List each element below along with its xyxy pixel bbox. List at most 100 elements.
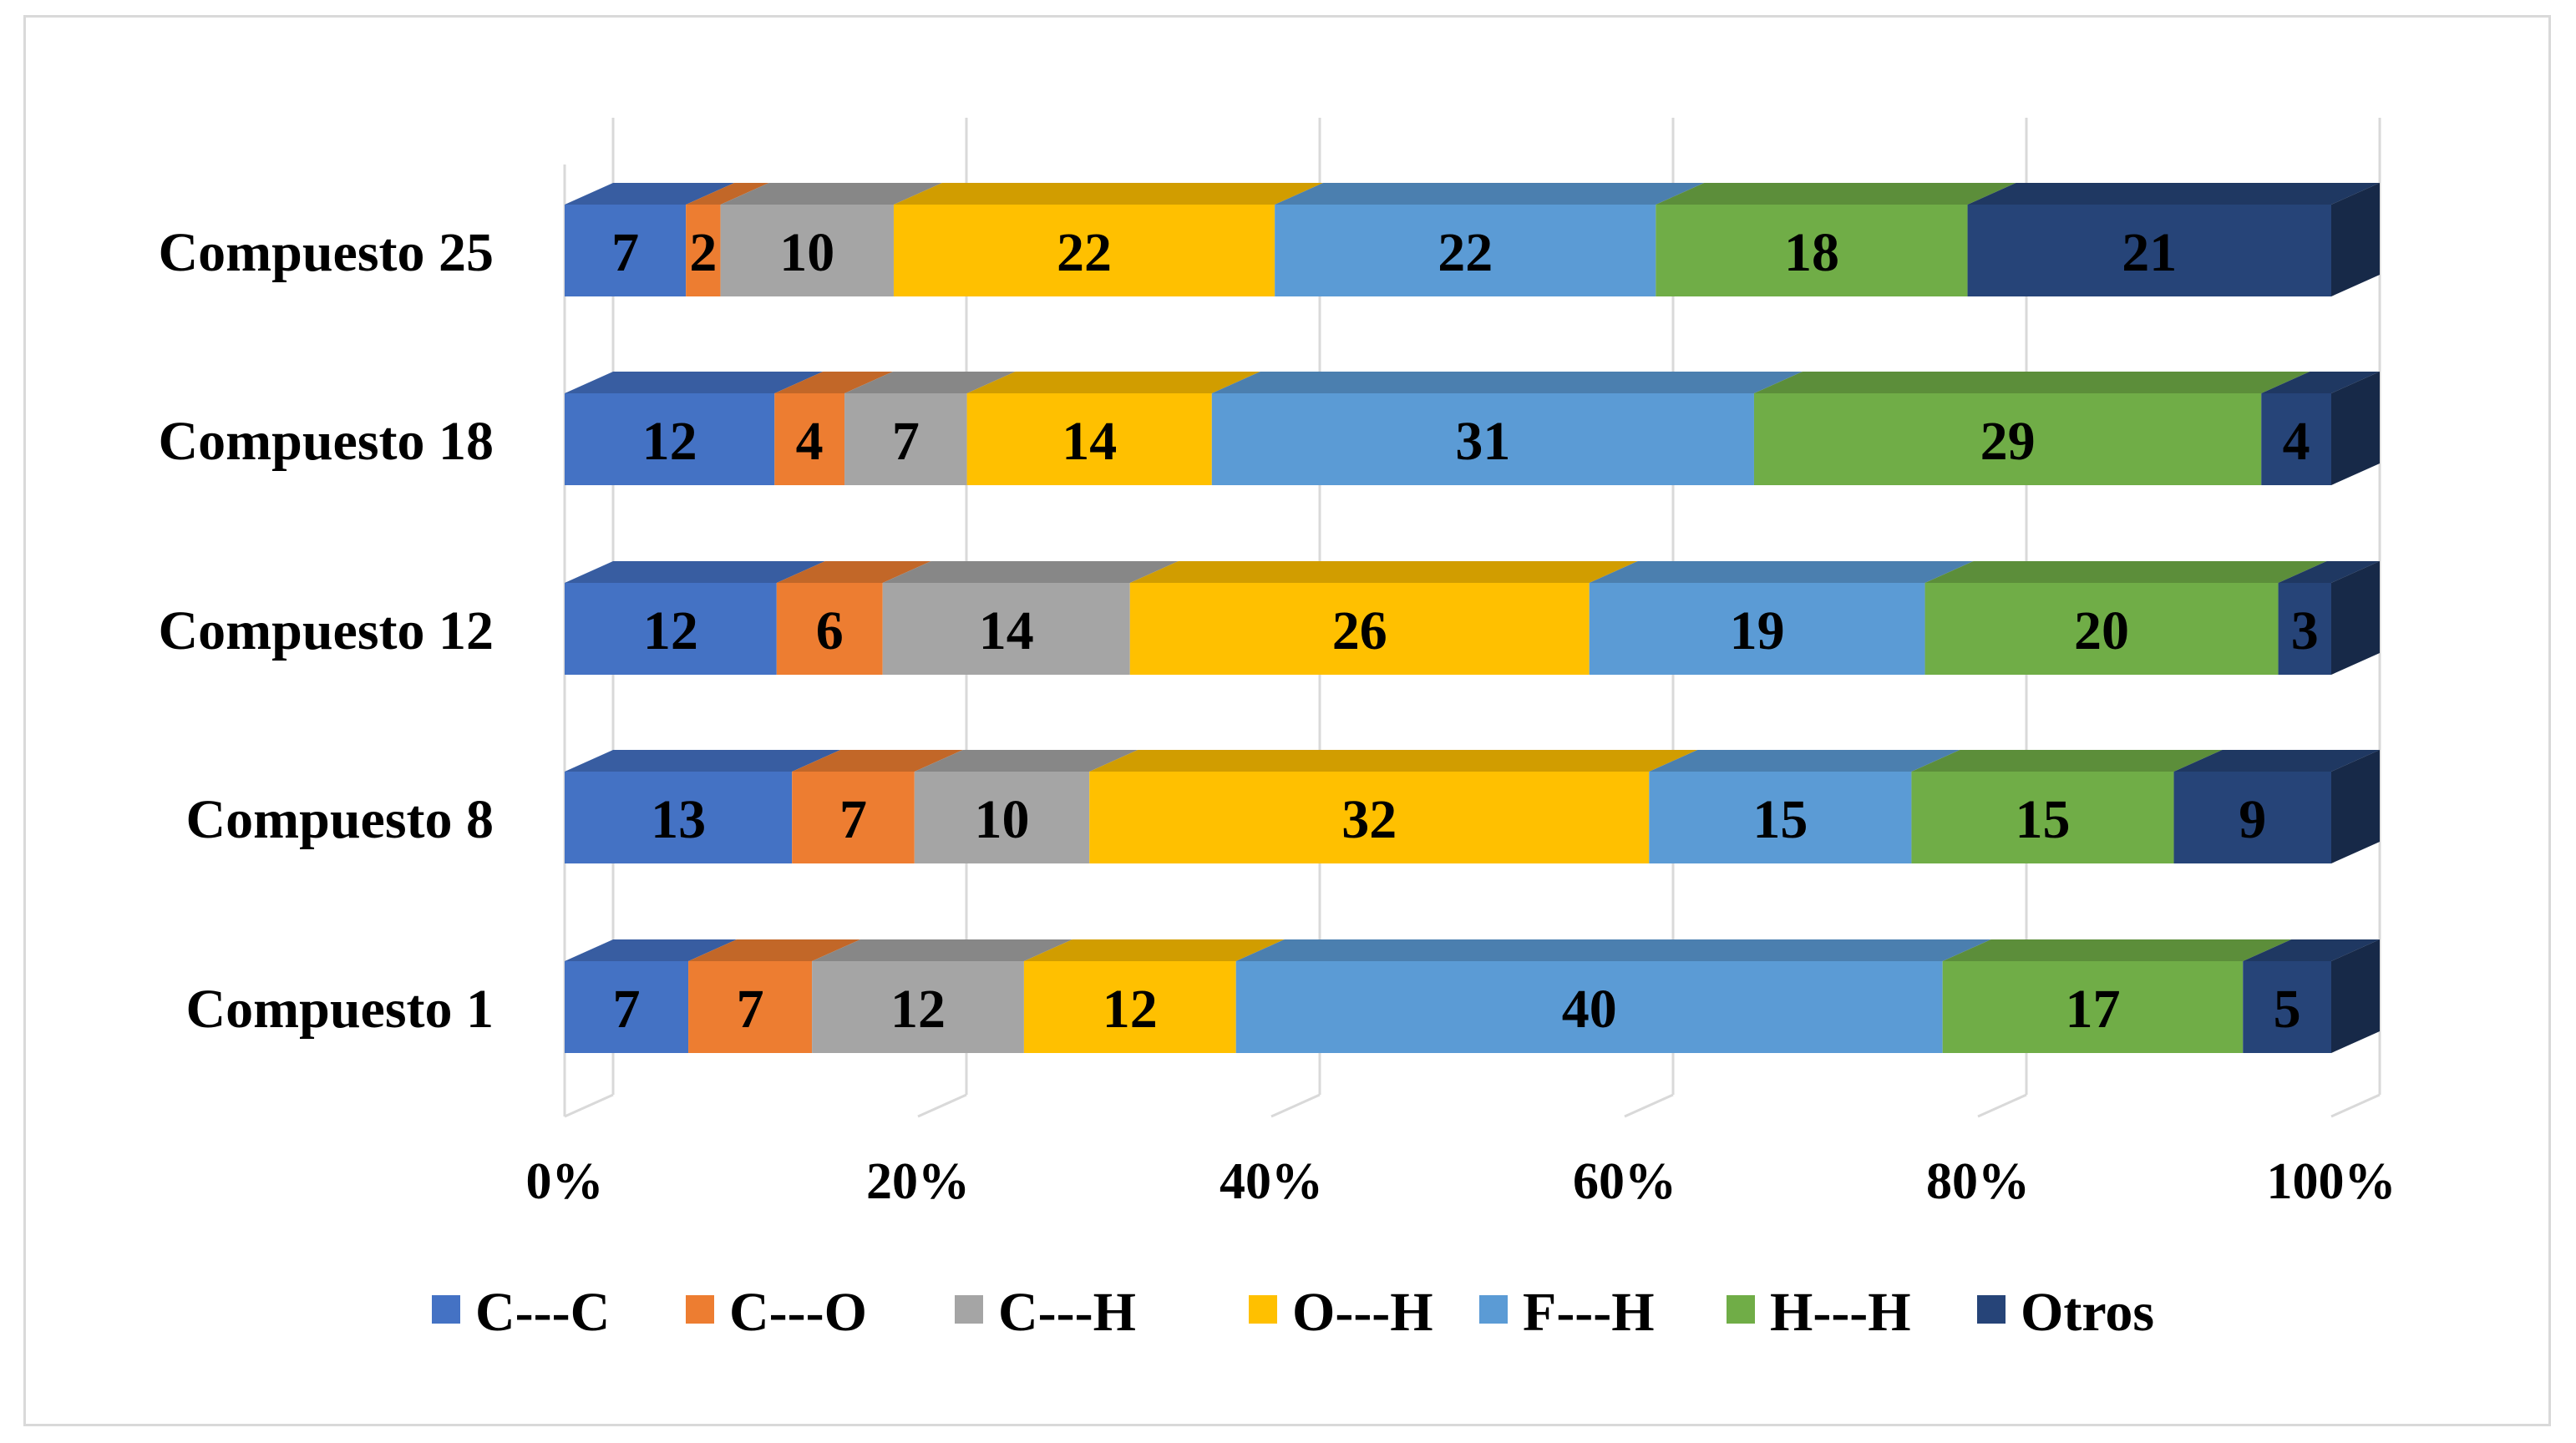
bar-top-face (720, 183, 942, 205)
bar-segment (1967, 183, 2380, 296)
bar-front-face (565, 393, 775, 485)
data-label: 10 (779, 222, 834, 283)
data-label: 26 (1332, 600, 1387, 661)
bar-top-face (882, 561, 1179, 583)
bar-top-face (1023, 939, 1285, 961)
data-label: 12 (643, 600, 698, 661)
bar-segment (2278, 561, 2380, 675)
data-label: 4 (796, 411, 824, 472)
data-label: 32 (1341, 789, 1397, 850)
legend-label: F---H (1523, 1282, 1655, 1343)
bar-top-face (565, 750, 841, 772)
data-label: 15 (1752, 789, 1808, 850)
bar-segment (812, 939, 1072, 1053)
bar-top-face (844, 372, 1016, 393)
bar-front-face (776, 583, 883, 675)
bar-top-face (812, 939, 1072, 961)
legend-swatch (955, 1295, 983, 1324)
bar-segment (1235, 939, 1991, 1053)
bar-top-face (565, 939, 738, 961)
legend-item: F---H (1479, 1282, 1655, 1343)
bar-front-face (1942, 961, 2244, 1053)
data-label: 21 (2122, 222, 2177, 283)
bar-side-face (2331, 561, 2380, 675)
data-label: 7 (892, 411, 920, 472)
data-label: 12 (642, 411, 697, 472)
x-tick-label: 40% (1220, 1153, 1323, 1210)
data-label: 7 (611, 222, 639, 283)
bar-segment (844, 372, 1016, 485)
bar-top-face (565, 183, 735, 205)
bar-top-face (792, 750, 963, 772)
bar-top-face (565, 372, 824, 393)
bar-front-face (812, 961, 1024, 1053)
bar-top-face (893, 183, 1324, 205)
bar-front-face (688, 961, 813, 1053)
bar-top-face (565, 561, 825, 583)
data-label: 22 (1057, 222, 1112, 283)
bar-front-face (1911, 772, 2174, 863)
bar-segment (893, 183, 1324, 296)
bar-front-face (1649, 772, 1912, 863)
data-label: 40 (1562, 979, 1617, 1040)
bar-segment (1924, 561, 2327, 675)
data-label: 14 (1062, 411, 1117, 472)
data-label: 5 (2274, 979, 2301, 1040)
x-tick-label: 20% (866, 1153, 970, 1210)
bar-front-face (565, 961, 689, 1053)
bar-segment (1211, 372, 1803, 485)
bar-segment (2243, 939, 2380, 1053)
bar-front-face (1211, 393, 1754, 485)
bar-front-face (1235, 961, 1943, 1053)
gridline-floor (564, 1093, 614, 1118)
data-label: 14 (979, 600, 1034, 661)
category-label: Compuesto 12 (158, 600, 494, 661)
bar-front-face (1089, 772, 1650, 863)
data-label: 7 (613, 979, 641, 1040)
category-label: Compuesto 8 (185, 789, 494, 850)
bar-top-face (2261, 372, 2380, 393)
bar-front-face (2261, 393, 2331, 485)
data-label: 13 (651, 789, 706, 850)
bar-top-face (966, 372, 1260, 393)
bar-top-face (1967, 183, 2380, 205)
gridline-floor (1624, 1093, 1674, 1118)
bar-segment (720, 183, 942, 296)
category-label: Compuesto 25 (158, 222, 494, 283)
bar-top-face (1649, 750, 1960, 772)
legend-swatch (1479, 1295, 1508, 1324)
bar-top-face (2243, 939, 2380, 961)
bar-segment (1942, 939, 2292, 1053)
bar-front-face (774, 393, 845, 485)
data-label: 7 (839, 789, 867, 850)
legend-label: O---H (1292, 1282, 1433, 1343)
bar-front-face (686, 205, 721, 296)
legend: C---C C---O C---H O---H F---H H---H Otros (432, 1282, 2154, 1343)
bar-top-face (2278, 561, 2380, 583)
x-axis-ticks: 0% 20% 40% 60% 80% 100% (526, 1153, 2396, 1210)
x-tick-label: 100% (2267, 1153, 2396, 1210)
bar-top-face (914, 750, 1138, 772)
bar-top-face (686, 183, 769, 205)
bar-front-face (720, 205, 894, 296)
bar-segment (2261, 372, 2380, 485)
bar-front-face (1275, 205, 1656, 296)
category-label: Compuesto 18 (158, 411, 494, 472)
bar-top-face (1589, 561, 1974, 583)
data-label: 18 (1784, 222, 1839, 283)
bar-front-face (1967, 205, 2331, 296)
bar-front-face (882, 583, 1130, 675)
bar-front-face (966, 393, 1212, 485)
legend-item: H---H (1727, 1282, 1911, 1343)
bar-segment (686, 183, 769, 296)
bar-front-face (1753, 393, 2262, 485)
bar-top-face (1089, 750, 1698, 772)
chart-frame: 7 2 10 22 22 18 21 12 4 7 14 31 29 4 12 6 14 26 19 20 3 13 7 10… (23, 15, 2551, 1426)
bar-segment (2173, 750, 2380, 863)
bar-front-face (1589, 583, 1925, 675)
bar-segment (565, 939, 738, 1053)
data-label: 4 (2283, 411, 2310, 472)
bar-front-face (1924, 583, 2279, 675)
